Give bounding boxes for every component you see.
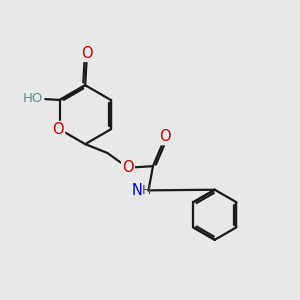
- Text: O: O: [122, 160, 134, 175]
- Text: O: O: [52, 122, 64, 137]
- Text: O: O: [159, 129, 170, 144]
- Text: N: N: [131, 183, 142, 198]
- Text: H: H: [142, 184, 152, 197]
- Text: O: O: [81, 46, 92, 61]
- Text: HO: HO: [23, 92, 44, 105]
